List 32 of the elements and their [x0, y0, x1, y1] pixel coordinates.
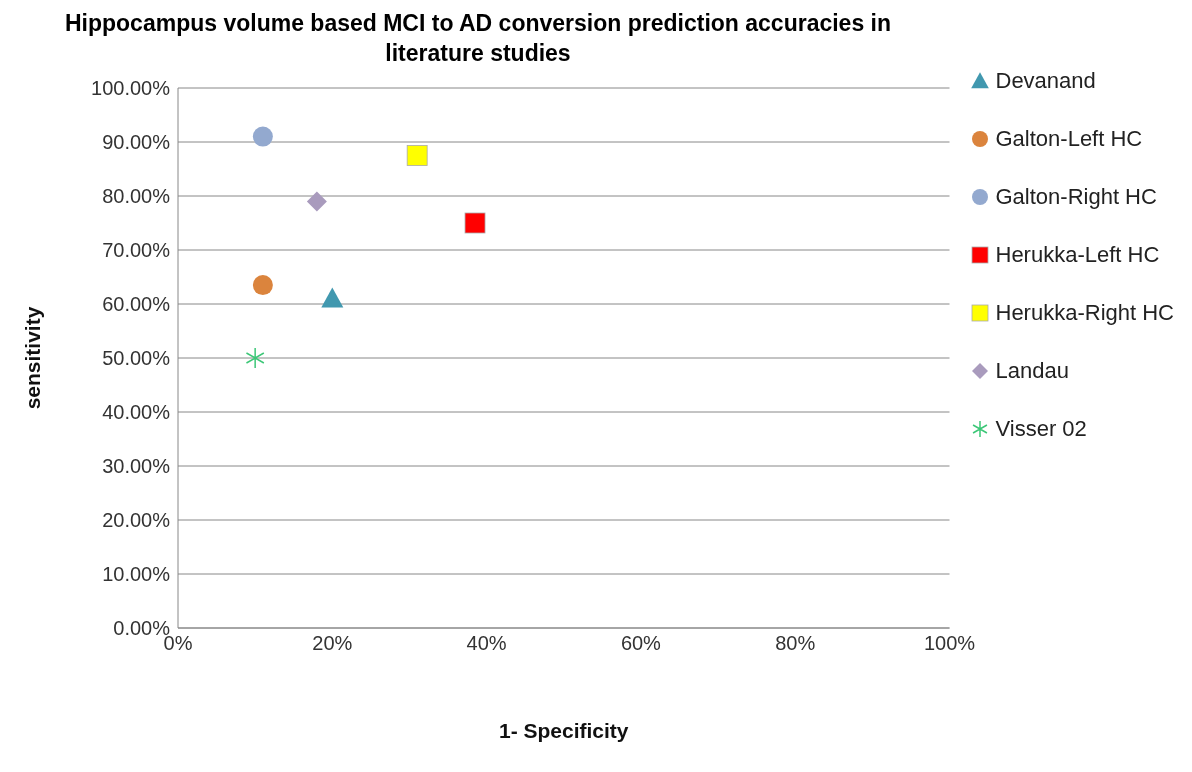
point: [306, 191, 327, 212]
legend-label: Galton-Right HC: [995, 184, 1157, 210]
point: [245, 347, 265, 369]
chart-title: Hippocampus volume based MCI to AD conversion prediction accuracies in literature studies: [63, 9, 893, 68]
y-tick-label: 70.00%: [102, 239, 171, 262]
legend-label: Galton-Left HC: [995, 126, 1143, 152]
legend-label: Herukka-Right HC: [995, 300, 1174, 326]
y-tick-label: 10.00%: [102, 563, 171, 586]
legend-label: Devanand: [995, 68, 1096, 94]
y-tick-label: 80.00%: [102, 185, 171, 208]
point: [252, 126, 273, 147]
y-tick-label: 20.00%: [102, 509, 171, 532]
point: [406, 145, 428, 166]
x-tick-label: 100%: [923, 632, 976, 655]
x-axis-title: 1- Specificity: [498, 718, 629, 742]
y-tick-label: 50.00%: [102, 347, 171, 370]
legend-label: Herukka-Left HC: [995, 242, 1160, 268]
x-tick-label: 60%: [620, 632, 662, 655]
x-tick-label: 20%: [312, 632, 353, 655]
x-tick-label: 40%: [466, 632, 507, 655]
y-tick-label: 90.00%: [102, 131, 171, 154]
y-tick-label: 30.00%: [102, 455, 171, 478]
y-axis-title: sensitivity: [21, 306, 45, 410]
y-tick-label: 60.00%: [102, 293, 171, 316]
point: [321, 287, 344, 308]
y-tick-label: 40.00%: [102, 401, 171, 424]
x-tick-label: 80%: [775, 632, 816, 655]
legend-label: Visser 02: [995, 416, 1087, 442]
legend-label: Landau: [995, 358, 1069, 384]
y-tick-label: 100.00%: [91, 77, 171, 100]
point: [464, 212, 486, 234]
point: [252, 275, 273, 296]
